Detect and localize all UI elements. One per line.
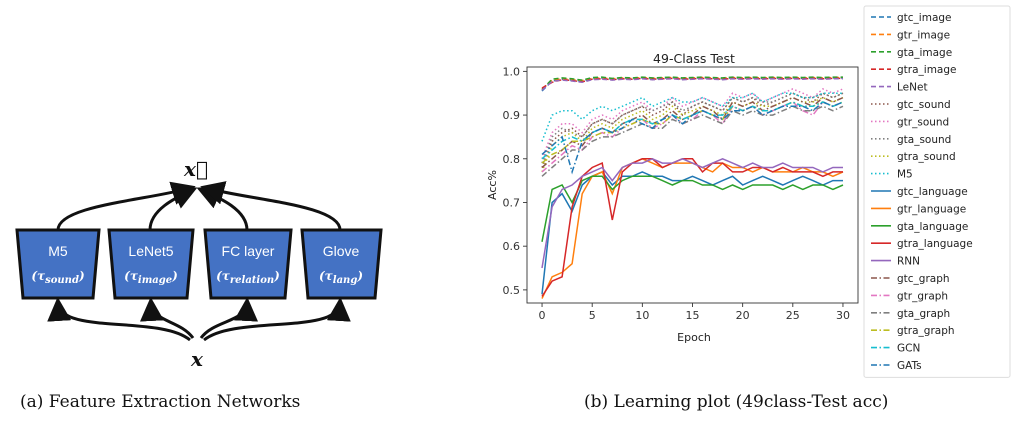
box-subtitle: (τrelation) [216,269,280,286]
chart-title: 49-Class Test [653,51,735,66]
network-box-glove: Glove (τlang) [300,228,383,300]
legend-label: gta_sound [897,134,951,146]
figure-b-caption: (b) Learning plot (49class-Test acc) [584,392,889,412]
legend-label: gta_image [897,47,952,59]
legend-label: gtr_language [897,203,966,215]
legend-label: RNN [897,256,920,268]
legend-label: M5 [897,169,913,181]
learning-plot: 49-Class Test 0 5 10 15 20 25 30 0.5 0.6 0.7 0.8 0.… [486,5,1011,378]
output-arrows [56,181,342,231]
series-line-LeNet [541,78,843,91]
y-tick-label: 0.7 [503,196,521,209]
legend-label: gta_graph [897,308,950,320]
network-box-fc-layer: FC layer (τrelation) [203,228,293,300]
y-tick-label: 1.0 [503,65,521,78]
x-tick-label: 10 [635,309,649,322]
plot-area: 0 5 10 15 20 25 30 0.5 0.6 0.7 0.8 0.9 1.0 [503,65,859,322]
x-tick-label: 20 [736,309,750,322]
output-vector-label: x⃗ [183,157,208,181]
box-title: LeNet5 [128,243,173,259]
x-tick-label: 0 [539,309,546,322]
y-axis-label: Acc% [486,170,499,200]
legend-label: gtra_language [897,238,973,250]
x-tick-label: 5 [589,309,596,322]
box-title: Glove [323,243,360,259]
legend-label: gtra_sound [897,151,956,163]
series-line-RNN [541,157,843,269]
y-tick-label: 0.9 [503,109,521,122]
y-tick-label: 0.6 [503,240,521,253]
series-line-gta_image [541,76,843,91]
legend-label: LeNet [897,82,928,94]
box-subtitle: (τlang) [319,269,363,286]
legend-label: gtc_graph [897,273,950,285]
legend-label: GATs [897,360,922,372]
network-box-lenet5: LeNet5 (τimage) [107,228,195,300]
input-label: x [190,347,204,371]
legend-box [863,5,1011,378]
legend-label: gtr_sound [897,116,949,128]
series-line-gtr_sound [541,88,844,160]
series-line-gtra_sound [541,96,844,173]
chart-legend: gtc_image gtr_image gta_image gtra_image LeN… [863,5,1011,378]
input-arrows [47,297,351,342]
legend-label: gtr_graph [897,290,948,302]
figure-a-caption: (a) Feature Extraction Networks [20,392,301,412]
legend-label: gtr_image [897,29,950,41]
x-tick-label: 15 [686,309,700,322]
series-line-gta_graph [541,105,844,177]
network-box-m5: M5 (τsound) [15,228,101,300]
x-tick-label: 30 [836,309,850,322]
series-line-gta_language [541,175,844,242]
x-tick-label: 25 [786,309,800,322]
y-tick-label: 0.8 [503,153,521,166]
y-tick-label: 0.5 [503,284,521,297]
legend-label: gtc_image [897,12,952,24]
box-title: FC layer [222,243,275,259]
box-subtitle: (τsound) [31,269,84,286]
legend-label: gta_language [897,221,968,233]
plot-frame [526,66,859,304]
x-axis-label: Epoch [677,331,711,344]
series-line-GATs [541,101,844,175]
legend-label: GCN [897,343,920,355]
box-title: M5 [48,243,68,259]
box-subtitle: (τimage) [124,269,178,286]
legend-label: gtra_graph [897,325,955,337]
legend-label: gtra_image [897,64,957,76]
feature-extraction-diagram: x⃗ M5 (τsound) LeNet5 (τimage) FC layer … [15,157,383,371]
legend-label: gtc_sound [897,99,951,111]
series-line-gtc_language [541,170,843,295]
legend-label: gtc_language [897,186,968,198]
series-line-gtra_language [541,158,843,297]
